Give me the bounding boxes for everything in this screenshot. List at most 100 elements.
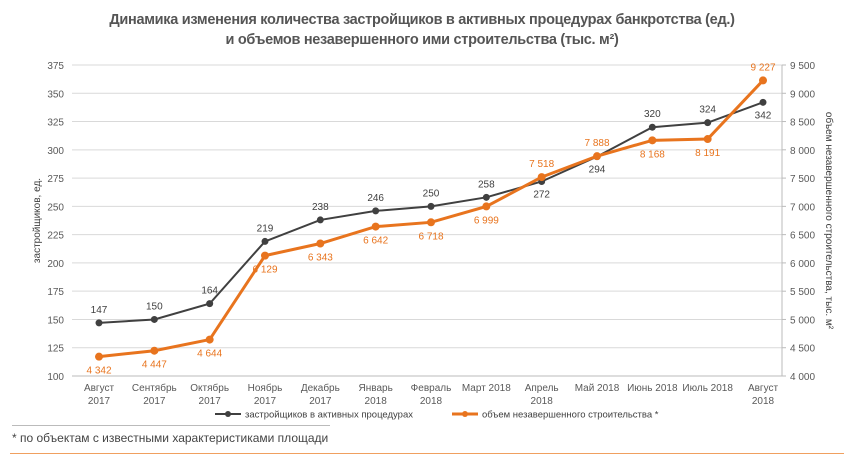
x-tick-label: Февраль [411, 383, 452, 394]
y-right-tick-label: 7 500 [790, 174, 815, 185]
data-point [205, 335, 214, 344]
data-label: 8 191 [695, 148, 720, 159]
footnote-divider [12, 425, 330, 426]
y-left-tick-label: 225 [47, 231, 64, 242]
x-tick-label-year: 2017 [309, 396, 332, 407]
x-tick-label: Июль 2018 [682, 383, 733, 394]
data-point [703, 135, 712, 144]
data-label: 250 [423, 188, 440, 199]
data-point [427, 202, 435, 210]
y-right-tick-label: 5 500 [790, 287, 815, 298]
data-label: 4 447 [142, 360, 167, 371]
data-point [537, 173, 546, 182]
x-tick-label-year: 2018 [531, 396, 554, 407]
footnote: * по объектам с известными характеристик… [12, 431, 329, 445]
x-tick-label-year: 2018 [752, 396, 775, 407]
data-point [150, 315, 158, 323]
data-point [372, 207, 380, 215]
x-tick-label-year: 2017 [254, 396, 277, 407]
data-point [261, 237, 269, 245]
data-label: 7 518 [529, 159, 554, 170]
x-tick-label: Апрель [525, 383, 559, 394]
data-point [206, 300, 214, 308]
data-point [316, 239, 325, 248]
data-label: 294 [589, 165, 606, 176]
data-point [316, 216, 324, 224]
x-tick-label: Сентябрь [132, 382, 177, 394]
data-point [95, 352, 103, 361]
x-tick-label: Июнь 2018 [627, 383, 678, 394]
data-label: 6 343 [308, 253, 333, 264]
y-left-tick-label: 200 [47, 259, 64, 270]
data-label: 320 [644, 109, 661, 120]
x-tick-label-year: 2017 [199, 396, 222, 407]
y-left-tick-label: 175 [47, 287, 64, 298]
y-left-tick-label: 100 [47, 372, 64, 383]
data-label: 246 [367, 193, 384, 204]
y-right-tick-label: 6 500 [790, 231, 815, 242]
legend-label: объем незавершенного строительства * [482, 410, 659, 421]
x-tick-label: Октябрь [190, 382, 229, 394]
data-point [759, 76, 767, 85]
x-tick-label-year: 2018 [365, 396, 388, 407]
data-label: 164 [201, 286, 218, 297]
data-point [704, 119, 712, 127]
chart-title-line2: и объемов незавершенного ими строительст… [225, 32, 619, 48]
y-left-tick-label: 275 [47, 174, 64, 185]
data-label: 147 [91, 305, 108, 316]
y-left-tick-label: 125 [47, 344, 64, 355]
x-tick-label-year: 2017 [88, 396, 111, 407]
legend-label: застройщиков в активных процедурах [245, 410, 413, 421]
data-label: 8 168 [640, 149, 665, 160]
data-point [482, 193, 490, 201]
data-label: 238 [312, 202, 329, 213]
y-left-tick-label: 250 [47, 202, 64, 213]
data-label: 6 999 [474, 215, 499, 226]
x-tick-label-year: 2017 [143, 396, 166, 407]
y-left-tick-label: 325 [47, 118, 64, 129]
x-tick-label: Август [84, 383, 115, 394]
x-tick-label: Январь [359, 383, 393, 394]
legend-marker [462, 411, 468, 417]
data-point [261, 251, 269, 260]
data-label: 6 642 [363, 236, 388, 247]
y-right-axis-label: объем незавершенного строительства, тыс.… [823, 112, 835, 330]
data-point [648, 123, 656, 131]
data-label: 272 [533, 189, 550, 200]
data-label: 6 129 [252, 265, 277, 276]
data-label: 4 644 [197, 349, 222, 360]
y-right-tick-label: 6 000 [790, 259, 815, 270]
data-point [593, 152, 601, 161]
data-label: 342 [755, 110, 772, 121]
data-label: 6 718 [418, 231, 443, 242]
chart-title: Динамика изменения количества застройщик… [0, 10, 844, 50]
data-point [427, 218, 435, 227]
legend-marker [225, 411, 231, 417]
data-point [482, 202, 491, 211]
y-left-tick-label: 350 [47, 89, 64, 100]
x-tick-label-year: 2018 [420, 396, 443, 407]
y-left-tick-label: 375 [47, 61, 64, 72]
data-label: 324 [699, 105, 716, 116]
data-point [648, 136, 657, 145]
x-tick-label: Март 2018 [462, 383, 511, 394]
x-tick-label: Декабрь [301, 382, 340, 394]
y-right-tick-label: 7 000 [790, 202, 815, 213]
data-label: 258 [478, 179, 495, 190]
data-point [95, 319, 103, 327]
y-right-tick-label: 9 000 [790, 89, 815, 100]
data-point [371, 222, 380, 231]
data-label: 219 [257, 223, 274, 234]
chart-title-line1: Динамика изменения количества застройщик… [109, 12, 735, 28]
data-label: 7 888 [584, 138, 609, 149]
y-left-tick-label: 150 [47, 315, 64, 326]
x-tick-label: Август [748, 383, 779, 394]
y-left-axis-label: застройщиков, ед. [32, 178, 43, 263]
y-right-tick-label: 4 000 [790, 372, 815, 383]
x-tick-label: Ноябрь [248, 382, 283, 394]
y-right-tick-label: 8 500 [790, 118, 815, 129]
y-right-tick-label: 4 500 [790, 344, 815, 355]
y-left-tick-label: 300 [47, 146, 64, 157]
data-point [759, 98, 767, 106]
